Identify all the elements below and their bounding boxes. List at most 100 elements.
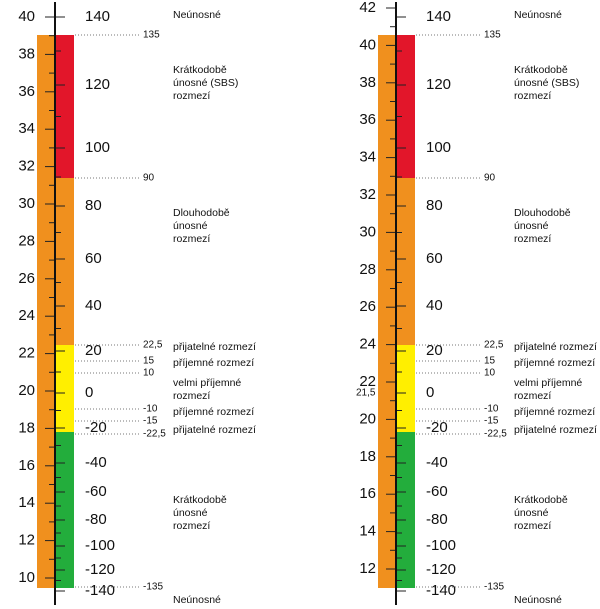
right-scale-label: 100 xyxy=(426,139,451,156)
left-scale-label: 38 xyxy=(18,45,35,62)
left-scale-label: 10 xyxy=(18,569,35,586)
left-scale-label: 40 xyxy=(18,8,35,25)
right-scale-label: -40 xyxy=(85,454,107,471)
right-scale-label: 80 xyxy=(85,197,102,214)
threshold-label: -135 xyxy=(484,582,504,593)
threshold-label: -135 xyxy=(143,582,163,593)
zone-label: únosné xyxy=(514,507,549,519)
left-scale-label: 24 xyxy=(359,336,376,353)
zone-label: rozmezí xyxy=(514,390,551,402)
zone-label: rozmezí xyxy=(514,90,551,102)
green-zone xyxy=(55,432,74,588)
left-scale-label: 20 xyxy=(18,382,35,399)
right-scale-label: -40 xyxy=(426,454,448,471)
orange-column xyxy=(37,35,55,588)
left-scale-label: 18 xyxy=(359,448,376,465)
threshold-label: 10 xyxy=(143,368,155,379)
threshold-label: -15 xyxy=(484,416,499,427)
left-scale-label: 30 xyxy=(359,223,376,240)
right-scale-label: 20 xyxy=(426,342,443,359)
right-scale-label: -80 xyxy=(426,511,448,528)
left-scale-label: 28 xyxy=(18,232,35,249)
right-scale-label: -20 xyxy=(85,419,107,436)
zone-label: příjemné rozmezí xyxy=(514,406,595,418)
threshold-label: 15 xyxy=(484,356,496,367)
zone-label: únosné xyxy=(514,220,549,232)
threshold-label: -10 xyxy=(143,404,158,415)
zone-label: Krátkodobě xyxy=(514,494,568,506)
right-scale-label: 140 xyxy=(426,8,451,25)
zone-label: únosné (SBS) xyxy=(514,77,579,89)
threshold-label: 90 xyxy=(143,173,155,184)
zone-label: rozmezí xyxy=(173,390,210,402)
zone-label: únosné (SBS) xyxy=(173,77,238,89)
right-scale-label: -100 xyxy=(85,537,115,554)
zone-label: rozmezí xyxy=(514,520,551,532)
right-scale-label: -120 xyxy=(426,561,456,578)
left-scale-label: 32 xyxy=(359,186,376,203)
zone-label: velmi příjemné xyxy=(514,377,582,389)
zone-label: Neúnosné xyxy=(173,594,221,606)
threshold-label: 22,5 xyxy=(143,340,163,351)
yellow-zone xyxy=(55,345,74,432)
left-scale-label: 14 xyxy=(359,523,376,540)
left-scale-label: 36 xyxy=(359,111,376,128)
threshold-label: -15 xyxy=(143,416,158,427)
orange-zone xyxy=(55,178,74,345)
threshold-label: -10 xyxy=(484,404,499,415)
right-scale-label: -140 xyxy=(85,582,115,599)
right-scale-label: 60 xyxy=(85,250,102,267)
zone-label: přijatelné rozmezí xyxy=(514,341,597,353)
zone-label: rozmezí xyxy=(173,520,210,532)
right-scale-label: 120 xyxy=(85,76,110,93)
zone-label: přijatelné rozmezí xyxy=(173,341,256,353)
zone-label: příjemné rozmezí xyxy=(173,406,254,418)
red-zone xyxy=(55,35,74,178)
red-zone xyxy=(396,35,415,178)
right-scale-label: -120 xyxy=(85,561,115,578)
zone-label: Dlouhodobě xyxy=(173,207,230,219)
zone-label: Dlouhodobě xyxy=(514,207,571,219)
left-scale-label: 26 xyxy=(18,270,35,287)
left-scale-label: 36 xyxy=(18,83,35,100)
zone-label: přijatelné rozmezí xyxy=(173,424,256,436)
left-scale-label: 22 xyxy=(18,345,35,362)
left-scale-label: 16 xyxy=(359,485,376,502)
right-scale-label: 40 xyxy=(426,297,443,314)
orange-zone xyxy=(396,178,415,345)
threshold-label: 135 xyxy=(484,30,501,41)
left-scale-label: 40 xyxy=(359,36,376,53)
zone-label: příjemné rozmezí xyxy=(514,357,595,369)
yellow-zone xyxy=(396,345,415,432)
zone-label: únosné xyxy=(173,507,208,519)
right-scale-label: 80 xyxy=(426,197,443,214)
right-scale-label: 100 xyxy=(85,139,110,156)
left-scale-label: 26 xyxy=(359,298,376,315)
right-scale-label: -100 xyxy=(426,537,456,554)
zone-label: Krátkodobě xyxy=(173,494,227,506)
right-scale-label: -60 xyxy=(85,483,107,500)
left-scale-label: 30 xyxy=(18,195,35,212)
right-scale-label: -80 xyxy=(85,511,107,528)
left-scale-label: 12 xyxy=(18,532,35,549)
right-scale-label: 40 xyxy=(85,297,102,314)
right-scale-label: -60 xyxy=(426,483,448,500)
zone-label: Neúnosné xyxy=(173,9,221,21)
threshold-label: 15 xyxy=(143,356,155,367)
left-scale-label: 20 xyxy=(359,410,376,427)
left-scale-label: 14 xyxy=(18,494,35,511)
zone-label: velmi příjemné xyxy=(173,377,241,389)
zone-label: příjemné rozmezí xyxy=(173,357,254,369)
threshold-label: -22,5 xyxy=(484,429,507,440)
threshold-label: -22,5 xyxy=(143,429,166,440)
left-scale-label: 34 xyxy=(18,120,35,137)
zone-label: rozmezí xyxy=(173,233,210,245)
right-scale-label: 0 xyxy=(85,384,93,401)
zone-label: Neúnosné xyxy=(514,9,562,21)
zone-label: Krátkodobě xyxy=(173,64,227,76)
left-scale-label: 34 xyxy=(359,149,376,166)
zone-label: únosné xyxy=(173,220,208,232)
zone-label: Krátkodobě xyxy=(514,64,568,76)
right-scale-label: -20 xyxy=(426,419,448,436)
